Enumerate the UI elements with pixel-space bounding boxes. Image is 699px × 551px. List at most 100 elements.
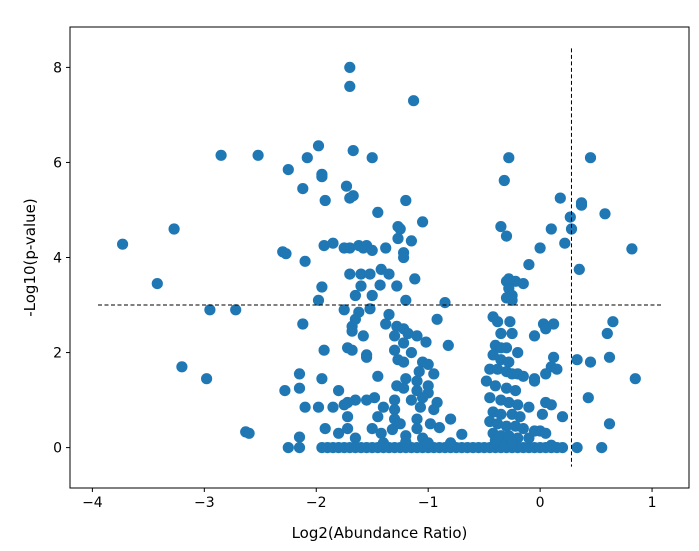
x-tick-label: 0 — [536, 495, 545, 511]
data-point — [333, 385, 345, 397]
data-point — [347, 145, 359, 157]
data-point — [523, 401, 535, 413]
data-point — [408, 95, 420, 107]
data-point — [500, 230, 513, 242]
data-point — [559, 237, 571, 249]
data-point — [571, 354, 583, 366]
data-point — [517, 370, 529, 382]
data-point — [512, 399, 524, 411]
data-point — [534, 242, 546, 254]
data-point — [398, 337, 410, 349]
data-point — [319, 423, 331, 435]
y-tick-label: 4 — [53, 251, 62, 267]
data-point — [554, 192, 566, 204]
data-point — [349, 289, 361, 302]
data-point — [215, 149, 227, 161]
data-point — [584, 152, 597, 164]
data-point — [431, 313, 443, 325]
data-point — [626, 243, 638, 255]
data-point — [394, 418, 406, 430]
data-point — [327, 401, 339, 413]
data-point — [603, 418, 616, 430]
x-tick-label: −1 — [418, 495, 439, 511]
data-point — [346, 325, 358, 337]
data-point — [375, 427, 387, 439]
data-point — [394, 223, 406, 235]
data-point — [377, 437, 389, 449]
data-point — [433, 422, 445, 434]
data-point — [391, 280, 403, 292]
data-point — [506, 437, 518, 449]
data-point — [517, 423, 529, 435]
data-point — [480, 375, 492, 387]
data-point — [366, 289, 378, 302]
data-point — [607, 316, 619, 328]
data-point — [338, 399, 350, 411]
data-point — [243, 427, 255, 439]
data-point — [400, 373, 412, 385]
data-point — [338, 242, 350, 254]
data-point — [517, 278, 529, 290]
data-point — [428, 368, 440, 380]
data-point — [293, 442, 306, 454]
data-point — [442, 339, 454, 351]
data-point — [565, 223, 578, 235]
data-point — [293, 431, 306, 443]
data-point — [342, 423, 354, 435]
data-point — [252, 149, 264, 161]
data-point — [509, 385, 522, 397]
data-point — [389, 330, 401, 342]
data-point — [327, 237, 339, 249]
data-point — [389, 404, 401, 416]
data-point — [344, 80, 356, 92]
data-point — [506, 294, 518, 306]
data-point — [528, 330, 541, 342]
data-point — [495, 408, 507, 420]
data-point — [344, 192, 356, 204]
data-point — [445, 413, 457, 425]
data-point — [439, 297, 451, 309]
data-point — [398, 356, 410, 368]
data-point — [536, 408, 549, 420]
data-point — [545, 439, 557, 451]
data-point — [506, 327, 518, 340]
data-point — [409, 273, 421, 285]
data-point — [117, 238, 129, 250]
data-point — [573, 263, 585, 275]
data-point — [392, 232, 404, 245]
data-point — [293, 368, 306, 380]
data-point — [405, 347, 417, 359]
data-point — [366, 244, 378, 256]
x-axis-label: Log2(Abundance Ratio) — [292, 524, 468, 542]
data-point — [500, 382, 513, 394]
x-axis-ticks: −4 −3 −2 −1 0 1 — [82, 488, 657, 511]
data-point — [280, 248, 292, 260]
data-point — [344, 268, 356, 280]
data-point — [540, 427, 552, 439]
data-point — [389, 344, 401, 356]
data-point — [333, 427, 345, 439]
data-point — [512, 347, 524, 359]
data-point — [556, 442, 569, 454]
data-point — [340, 180, 353, 192]
data-point — [357, 330, 369, 342]
data-point — [299, 255, 311, 267]
data-point — [282, 164, 294, 176]
data-point — [492, 363, 504, 375]
data-point — [514, 411, 526, 423]
data-point — [484, 363, 496, 375]
data-point — [297, 183, 309, 195]
data-point — [301, 152, 313, 164]
data-point — [319, 194, 331, 207]
data-point — [316, 373, 328, 385]
data-point — [405, 394, 417, 406]
data-point — [355, 268, 367, 280]
data-point — [495, 327, 507, 340]
data-point — [548, 318, 560, 330]
data-point — [445, 437, 457, 449]
y-tick-label: 8 — [53, 60, 62, 76]
data-point — [492, 418, 504, 430]
data-point — [168, 223, 180, 235]
data-point — [201, 373, 213, 385]
data-point — [383, 308, 395, 321]
